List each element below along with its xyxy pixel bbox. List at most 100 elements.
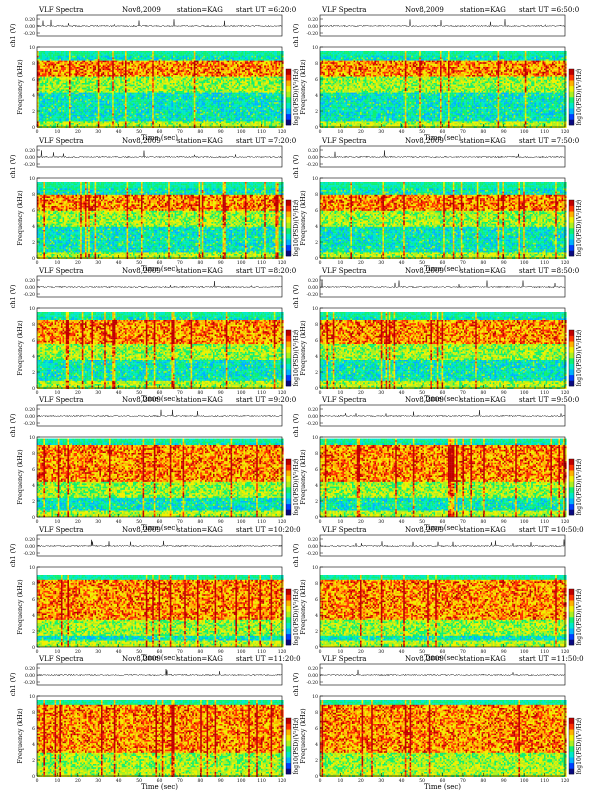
spectrogram-cell	[55, 104, 57, 106]
spectrogram-cell	[74, 99, 76, 101]
spectrogram-cell	[75, 88, 77, 90]
spectrogram-cell	[80, 65, 82, 67]
spectrogram-cell	[55, 109, 57, 111]
spectrogram-cell	[48, 65, 50, 67]
spectrogram-cell	[80, 64, 82, 66]
spectrogram-cell	[61, 69, 63, 71]
spectrogram-cell	[72, 101, 74, 103]
spectrogram-cell	[59, 56, 61, 58]
spectrogram-cell	[74, 120, 76, 122]
spectrogram-cell	[74, 70, 76, 72]
spectrogram-cell	[66, 67, 68, 69]
spectrogram-cell	[77, 77, 79, 79]
spectrogram-cell	[79, 65, 81, 67]
spectrogram-cell	[80, 125, 82, 127]
spectrogram-cell	[42, 64, 44, 66]
spectrogram-cell	[59, 121, 61, 123]
spectrogram-cell	[72, 94, 74, 96]
spectrogram-cell	[45, 54, 47, 56]
spectrogram-cell	[75, 115, 77, 117]
spectrogram-cell	[80, 83, 82, 85]
spectrogram-cell	[63, 91, 65, 93]
spectrogram-cell	[72, 113, 74, 115]
spectrogram-cell	[61, 115, 63, 117]
spectrogram-cell	[61, 77, 63, 79]
spectrogram-cell	[43, 104, 45, 106]
spectrogram-cell	[59, 123, 61, 125]
spectrogram-cell	[69, 83, 71, 85]
spectrogram-cell	[79, 86, 81, 88]
spectrogram-cell	[56, 123, 58, 125]
spectrogram-cell	[72, 54, 74, 56]
spectrogram-cell	[82, 65, 84, 67]
spectrogram-cell	[45, 94, 47, 96]
spectrogram-cell	[66, 65, 68, 67]
spectrogram-cell	[58, 57, 60, 59]
spectrogram-cell	[56, 78, 58, 80]
spectrogram-cell	[74, 117, 76, 119]
spectrogram-cell	[67, 86, 69, 88]
spectrogram-cell	[45, 59, 47, 61]
spectrogram-cell	[55, 110, 57, 112]
spectrogram-cell	[59, 118, 61, 120]
spectrogram-cell	[66, 64, 68, 66]
spectrogram-cell	[51, 56, 53, 58]
spectrogram-cell	[50, 93, 52, 95]
spectrogram-cell	[66, 61, 68, 63]
spectrogram-cell	[50, 56, 52, 58]
spectrogram-cell	[67, 75, 69, 77]
spectrogram-cell	[63, 113, 65, 115]
spectrogram-cell	[69, 91, 71, 93]
spectrogram-cell	[39, 101, 41, 103]
spectrogram-cell	[69, 125, 71, 127]
spectrogram-cell	[67, 88, 69, 90]
spectrogram-cell	[47, 83, 49, 85]
spectrogram-cell	[79, 123, 81, 125]
spectrogram-cell	[47, 65, 49, 67]
spectrogram-cell	[72, 59, 74, 61]
spectrogram-cell	[39, 112, 41, 114]
spectrogram-cell	[72, 121, 74, 123]
spectrogram-cell	[74, 88, 76, 90]
spectrogram-cell	[53, 109, 55, 111]
spectrogram-cell	[67, 85, 69, 87]
spectrogram-cell	[45, 88, 47, 90]
spectrogram-cell	[58, 56, 60, 58]
spectrogram-cell	[77, 57, 79, 59]
spectrogram-cell	[75, 64, 77, 66]
spectrogram-cell	[80, 112, 82, 114]
spectrogram-cell	[77, 64, 79, 66]
spectrogram-cell	[61, 123, 63, 125]
spectrogram-cell	[72, 86, 74, 88]
spectrogram-cell	[48, 54, 50, 56]
panel-start-time: start UT =6:20:0	[236, 6, 296, 14]
spectrogram-cell	[51, 112, 53, 114]
spectrogram-cell	[55, 86, 57, 88]
spectrogram-cell	[56, 110, 58, 112]
spectrogram-cell	[67, 120, 69, 122]
spectrogram-cell	[45, 80, 47, 82]
spectrogram-cell	[79, 75, 81, 77]
spectrogram-cell	[58, 67, 60, 69]
spectrogram-cell	[42, 57, 44, 59]
spectrogram-cell	[69, 80, 71, 82]
spectrogram-cell	[77, 59, 79, 61]
spectrogram-cell	[74, 78, 76, 80]
spectrogram-cell	[63, 83, 65, 85]
spectrogram-cell	[40, 115, 42, 117]
spectrogram-cell	[71, 115, 73, 117]
spectrogram-cell	[47, 51, 49, 53]
spectrogram-cell	[61, 72, 63, 74]
spectrogram-cell	[66, 83, 68, 85]
spectrogram-cell	[74, 59, 76, 61]
spectrogram-cell	[51, 51, 53, 53]
spectrogram-cell	[67, 65, 69, 67]
spectrogram-cell	[77, 65, 79, 67]
spectrogram-cell	[39, 67, 41, 69]
spectrogram-cell	[40, 120, 42, 122]
spectrogram-cell	[55, 97, 57, 99]
spectrogram-cell	[45, 121, 47, 123]
spectrogram-cell	[74, 83, 76, 85]
spectrogram-cell	[56, 69, 58, 71]
spectrogram-cell	[47, 91, 49, 93]
